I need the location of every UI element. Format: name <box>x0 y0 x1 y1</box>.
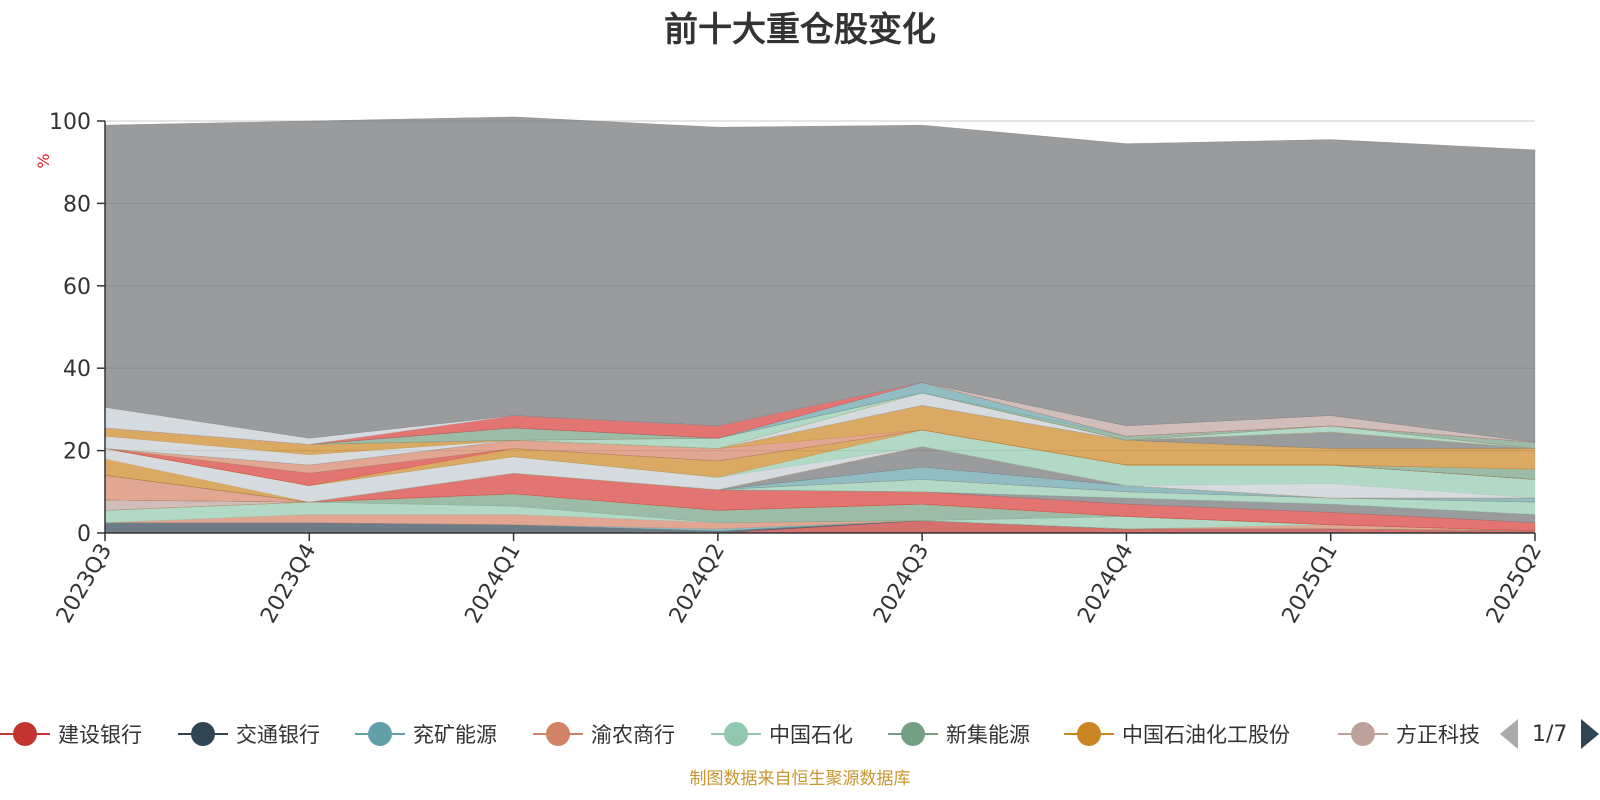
legend-pager: 1/7 <box>1500 718 1600 750</box>
x-tick-label: 2025Q1 <box>1278 540 1343 628</box>
legend-marker-icon <box>1064 720 1114 748</box>
legend-label: 渝农商行 <box>591 723 675 747</box>
chart-title: 前十大重仓股变化 <box>664 10 936 50</box>
legend-marker-icon <box>355 720 405 748</box>
x-tick-label: 2023Q4 <box>256 540 321 628</box>
y-tick-label: 100 <box>49 110 91 135</box>
legend-marker-icon <box>1338 720 1388 748</box>
legend-item[interactable]: 渝农商行 <box>533 714 675 754</box>
legend-item[interactable]: 新集能源 <box>888 714 1030 754</box>
y-tick-label: 40 <box>63 357 91 382</box>
legend-label: 新集能源 <box>946 723 1030 747</box>
legend-item[interactable]: 中国石油化工股份 <box>1064 714 1290 754</box>
legend-label: 兖矿能源 <box>413 723 497 747</box>
legend-marker-icon <box>711 720 761 748</box>
legend-marker-icon <box>0 720 50 748</box>
legend-label: 建设银行 <box>58 723 142 747</box>
legend-marker-icon <box>533 720 583 748</box>
legend-label: 方正科技 <box>1396 723 1480 747</box>
pager-next-icon[interactable] <box>1581 719 1600 749</box>
pager-prev-icon[interactable] <box>1500 719 1518 749</box>
x-tick-label: 2024Q4 <box>1073 540 1138 628</box>
x-tick-label: 2024Q2 <box>665 540 730 628</box>
y-tick-label: 60 <box>63 275 91 300</box>
legend-label: 交通银行 <box>236 723 320 747</box>
x-tick-label: 2025Q2 <box>1482 540 1547 628</box>
stacked-area-chart: 0 20 40 60 80 100% 2023Q3 2023Q4 2024Q1 2024Q2 202… <box>34 110 1547 628</box>
pager-text: 1/7 <box>1532 721 1568 747</box>
legend-label: 中国石化 <box>769 723 853 747</box>
source-note: 制图数据来自恒生聚源数据库 <box>689 769 911 789</box>
x-tick-label: 2024Q3 <box>869 540 934 628</box>
legend-item[interactable]: 兖矿能源 <box>355 714 497 754</box>
legend-item[interactable]: 建设银行 <box>0 714 142 754</box>
x-tick-label: 2023Q3 <box>52 540 117 628</box>
y-tick-label: 0 <box>77 522 91 547</box>
y-axis-label: % <box>34 153 53 168</box>
legend-items: 建设银行 交通银行 兖矿能源 渝农商行 中国石化 新集能源 中国石油化工股份 方正科技 <box>0 714 1480 754</box>
legend: 建设银行 交通银行 兖矿能源 渝农商行 中国石化 新集能源 中国石油化工股份 方正科技 <box>0 714 1600 754</box>
y-tick-label: 80 <box>63 192 91 217</box>
legend-item[interactable]: 方正科技 <box>1338 714 1480 754</box>
legend-label: 中国石油化工股份 <box>1122 723 1290 747</box>
area-series-32 <box>104 116 1536 443</box>
x-tick-label: 2024Q1 <box>460 540 525 628</box>
legend-item[interactable]: 中国石化 <box>711 714 853 754</box>
area-layer <box>104 116 1536 534</box>
legend-marker-icon <box>888 720 938 748</box>
legend-item[interactable]: 交通银行 <box>178 714 320 754</box>
y-tick-label: 20 <box>63 440 91 465</box>
legend-marker-icon <box>178 720 228 748</box>
